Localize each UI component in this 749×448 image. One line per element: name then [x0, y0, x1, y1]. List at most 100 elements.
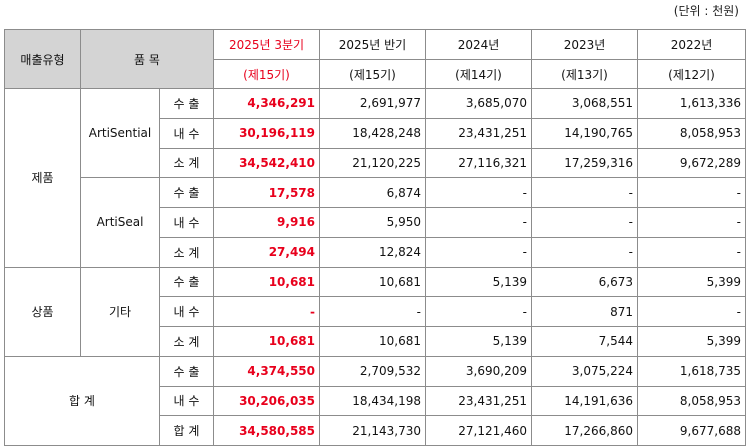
table-row: 내 수 30,196,119 18,428,248 23,431,251 14,190,…: [5, 117, 746, 149]
header-period: 2023년: [531, 29, 638, 60]
header-row-terms: (제15기) (제15기) (제14기) (제13기) (제12기): [5, 59, 746, 89]
sales-type-cell: 제품: [4, 88, 81, 268]
value-cell: 8,058,953: [637, 117, 746, 149]
value-cell: 23,431,251: [425, 117, 532, 149]
item-name-cell: 기타: [80, 266, 160, 357]
value-cell: 14,190,765: [531, 117, 638, 149]
row-label-cell: 수 출: [159, 177, 214, 208]
value-cell: 27,121,460: [425, 415, 532, 446]
header-row-periods: 매출유형 품 목 2025년 3분기 2025년 반기 2024년 2023년 …: [4, 29, 746, 89]
sales-table: 매출유형 품 목 2025년 3분기 2025년 반기 2024년 2023년 …: [4, 29, 746, 447]
value-cell: 9,677,688: [637, 415, 746, 446]
value-cell-current: 34,542,410: [213, 147, 320, 179]
row-label-cell: 수 출: [159, 88, 214, 119]
header-term: (제15기): [319, 59, 426, 89]
value-cell: 21,120,225: [319, 147, 426, 179]
value-cell-current: 30,196,119: [213, 117, 320, 149]
row-label-cell: 합 계: [159, 415, 214, 446]
value-cell-current: 17,578: [213, 177, 320, 208]
value-cell-current: 34,580,585: [213, 415, 320, 446]
value-cell: -: [637, 207, 746, 238]
value-cell: 12,824: [319, 236, 426, 268]
value-cell: 1,618,735: [637, 355, 746, 387]
value-cell: 2,709,532: [319, 355, 426, 387]
value-cell: 21,143,730: [319, 415, 426, 446]
value-cell: 5,139: [425, 326, 532, 357]
value-cell: -: [425, 236, 532, 268]
value-cell: 3,690,209: [425, 355, 532, 387]
value-cell-current: 10,681: [213, 326, 320, 357]
value-cell: 5,399: [637, 326, 746, 357]
value-cell: -: [531, 207, 638, 238]
sales-table-body: 매출유형 품 목 2025년 3분기 2025년 반기 2024년 2023년 …: [4, 29, 746, 447]
value-cell: 27,116,321: [425, 147, 532, 179]
value-cell: 3,685,070: [425, 88, 532, 119]
value-cell: 8,058,953: [637, 385, 746, 417]
header-item: 품 목: [80, 29, 214, 89]
value-cell: -: [425, 177, 532, 208]
value-cell: 9,672,289: [637, 147, 746, 179]
value-cell-current: 4,374,550: [213, 355, 320, 387]
value-cell-current: -: [213, 296, 320, 327]
header-term: (제13기): [531, 59, 638, 89]
header-period-current: 2025년 3분기: [213, 29, 320, 60]
value-cell: 18,434,198: [319, 385, 426, 417]
value-cell-current: 30,206,035: [213, 385, 320, 417]
total-label-cell: 합 계: [4, 355, 160, 447]
value-cell: 6,874: [319, 177, 426, 208]
value-cell: -: [425, 296, 532, 327]
row-label-cell: 내 수: [159, 117, 214, 149]
value-cell: 18,428,248: [319, 117, 426, 149]
header-term-current: (제15기): [213, 59, 320, 89]
row-label-cell: 소 계: [159, 236, 214, 268]
value-cell-current: 10,681: [213, 266, 320, 298]
row-label-cell: 수 출: [159, 266, 214, 298]
value-cell: 17,266,860: [531, 415, 638, 446]
total-row: 내 수 30,206,035 18,434,198 23,431,251 14,191,…: [5, 385, 746, 417]
value-cell-current: 9,916: [213, 207, 320, 238]
row-label-cell: 소 계: [159, 326, 214, 357]
value-cell: 6,673: [531, 266, 638, 298]
value-cell: 3,075,224: [531, 355, 638, 387]
item-name-cell: ArtiSential: [80, 87, 160, 179]
table-row: 내 수 9,916 5,950- - -: [5, 207, 746, 238]
value-cell: -: [637, 236, 746, 268]
row-label-cell: 내 수: [159, 296, 214, 327]
value-cell: 3,068,551: [531, 88, 638, 119]
value-cell: 7,544: [531, 326, 638, 357]
item-name-cell: ArtiSeal: [80, 177, 160, 268]
value-cell: 5,399: [637, 266, 746, 298]
value-cell: -: [425, 207, 532, 238]
header-term: (제14기): [425, 59, 532, 89]
header-period: 2024년: [425, 29, 532, 60]
header-sales-type: 매출유형: [4, 29, 81, 89]
value-cell: 1,613,336: [637, 88, 746, 119]
header-term: (제12기): [637, 59, 746, 89]
value-cell: -: [531, 236, 638, 268]
value-cell: -: [637, 177, 746, 208]
table-row: ArtiSeal 수 출 17,578 6,874- - -: [5, 177, 746, 268]
value-cell: 10,681: [319, 266, 426, 298]
value-cell-current: 27,494: [213, 236, 320, 268]
total-row: 합 계 34,580,585 21,143,730 27,121,460 17,266,…: [5, 415, 746, 446]
value-cell: 5,139: [425, 266, 532, 298]
table-row: 제품 ArtiSential 수 출 4,346,291 2,691,977 3,685,…: [4, 87, 746, 268]
value-cell: -: [319, 296, 426, 327]
sales-type-cell: 상품: [4, 266, 81, 357]
row-label-cell: 내 수: [159, 207, 214, 238]
row-label-cell: 수 출: [159, 355, 214, 387]
value-cell: 5,950: [319, 207, 426, 238]
table-row: 상품 기타 수 출 10,681 10,681 5,139 6,673 5,399: [4, 266, 746, 357]
table-row: 소 계 34,542,410 21,120,225 27,116,321 17,259,…: [5, 147, 746, 179]
value-cell: 871: [531, 296, 638, 327]
unit-note: (단위 : 천원): [673, 4, 739, 18]
row-label-cell: 내 수: [159, 385, 214, 417]
value-cell: 17,259,316: [531, 147, 638, 179]
value-cell: -: [531, 177, 638, 208]
header-period: 2025년 반기: [319, 29, 426, 60]
header-period: 2022년: [637, 29, 746, 60]
value-cell: 23,431,251: [425, 385, 532, 417]
value-cell: 14,191,636: [531, 385, 638, 417]
value-cell: 10,681: [319, 326, 426, 357]
